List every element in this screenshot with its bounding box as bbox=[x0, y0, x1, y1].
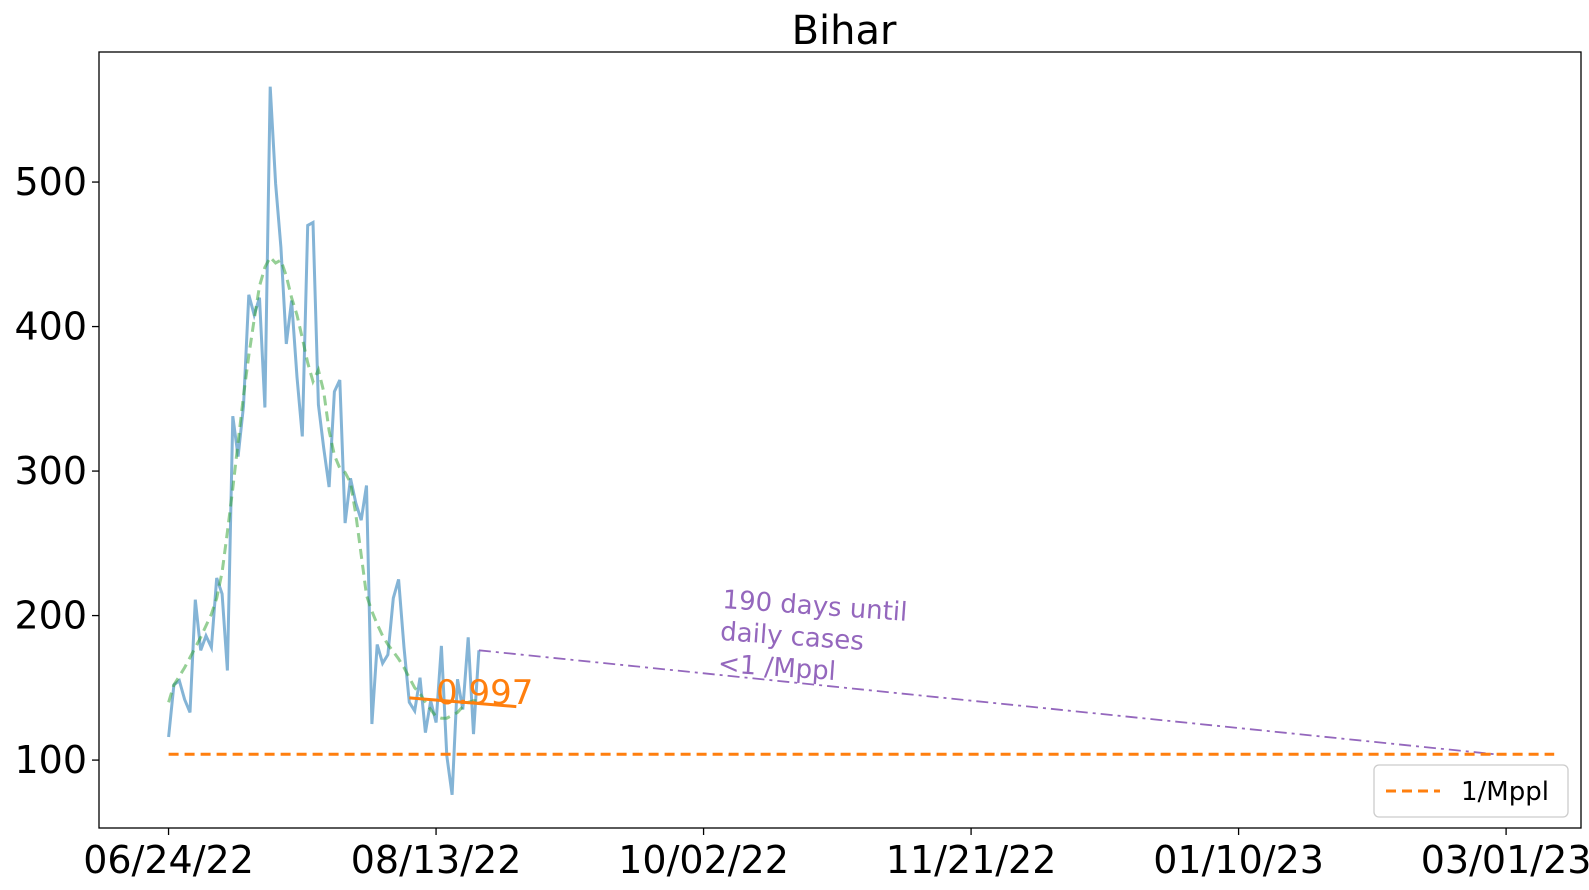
y-tick-label: 300 bbox=[14, 449, 87, 493]
x-tick-label: 08/13/22 bbox=[351, 838, 522, 882]
projection-annotation: 190 days until daily cases <1 /Mppl bbox=[717, 585, 916, 692]
legend-box bbox=[1373, 764, 1569, 818]
x-tick-label: 01/10/23 bbox=[1153, 838, 1324, 882]
chart-title: Bihar bbox=[792, 8, 897, 54]
plot-frame bbox=[98, 51, 1582, 829]
x-tick-label: 11/21/22 bbox=[886, 838, 1057, 882]
rate-annotation: 0.997 bbox=[436, 673, 533, 713]
projection-annotation-line-3: <1 /Mppl bbox=[717, 649, 837, 687]
legend-label-1-mppl: 1/Mppl bbox=[1461, 777, 1549, 807]
series-line-recent-fit bbox=[409, 696, 517, 709]
x-tick-label: 03/01/23 bbox=[1421, 838, 1589, 882]
plot-area bbox=[167, 86, 1555, 796]
y-tick-label: 500 bbox=[14, 160, 87, 204]
y-tick-label: 400 bbox=[14, 305, 87, 349]
y-tick-label: 200 bbox=[14, 594, 87, 638]
x-tick-label: 06/24/22 bbox=[83, 838, 254, 882]
series-line-daily-cases bbox=[167, 86, 481, 796]
x-tick-label: 10/02/22 bbox=[618, 838, 789, 882]
y-tick-label: 100 bbox=[14, 738, 87, 782]
x-axis: 06/24/22 08/13/22 10/02/22 11/21/22 01/10/23… bbox=[83, 828, 1589, 882]
series-line-projection bbox=[478, 649, 1496, 756]
y-axis: 100 200 300 400 500 bbox=[14, 160, 99, 782]
series-line-smoothed-trend bbox=[167, 254, 479, 720]
legend: 1/Mppl bbox=[1373, 764, 1569, 818]
